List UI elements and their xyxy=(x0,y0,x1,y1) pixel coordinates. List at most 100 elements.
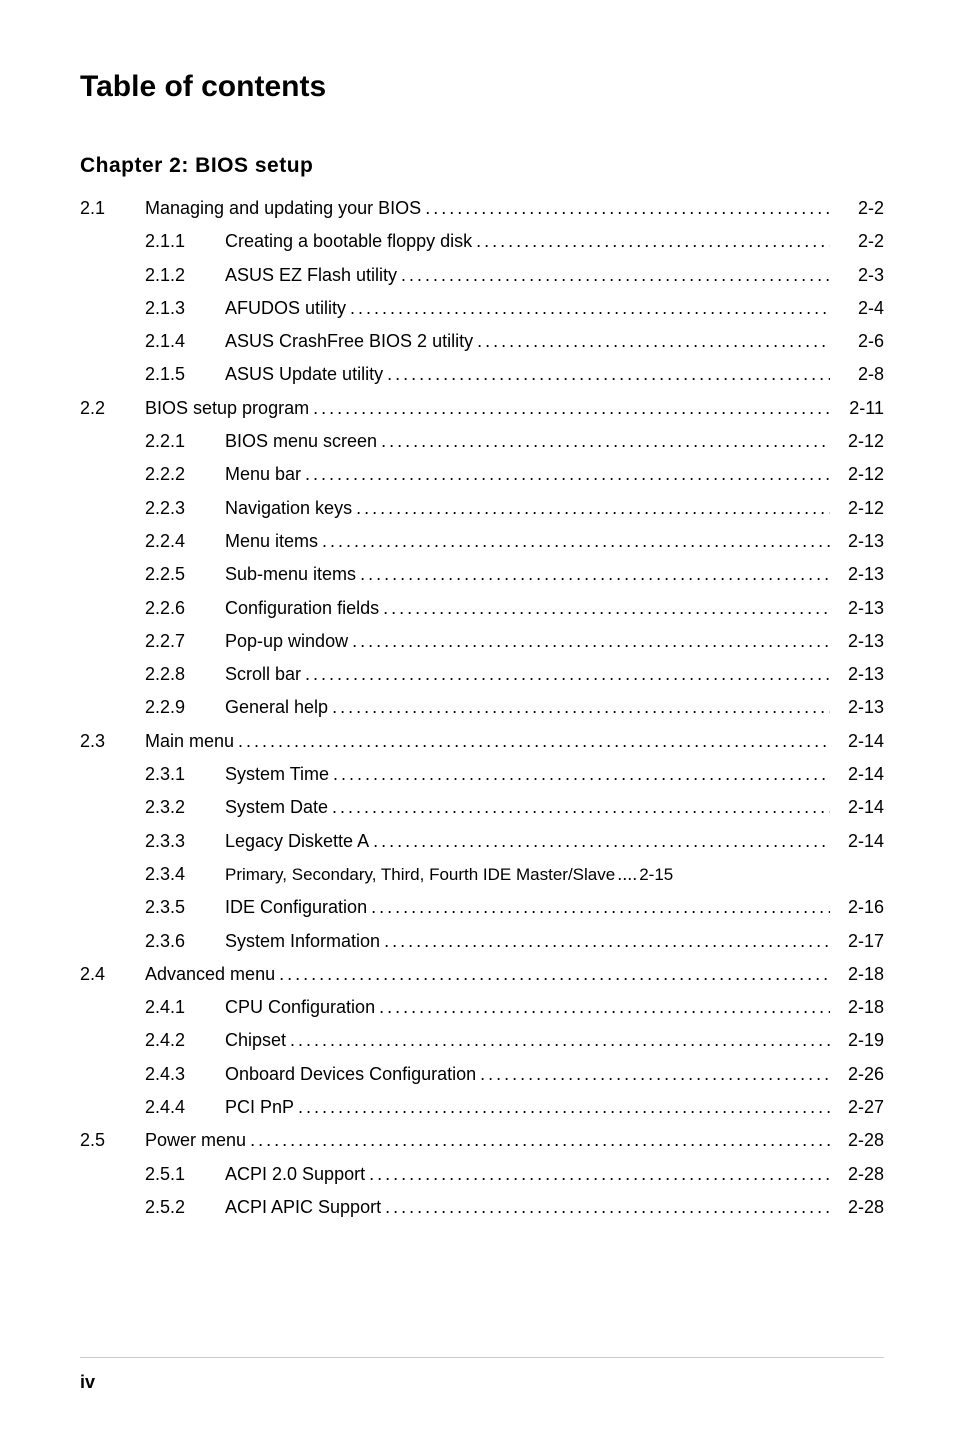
subsection-number: 2.5.1 xyxy=(145,1158,225,1191)
subsection-page: 2-14 xyxy=(834,791,884,824)
subsection-title: General help xyxy=(225,691,328,724)
toc-subsection-line: 2.2.7Pop-up window2-13 xyxy=(80,625,884,658)
subsection-page: 2-17 xyxy=(834,925,884,958)
dot-leader xyxy=(360,558,830,591)
toc-subsection-line: 2.3.4Primary, Secondary, Third, Fourth I… xyxy=(80,858,884,891)
dot-leader xyxy=(476,225,830,258)
subsection-title: Menu items xyxy=(225,525,318,558)
subsection-number: 2.3.1 xyxy=(145,758,225,791)
subsection-number: 2.1.3 xyxy=(145,292,225,325)
subsection-title: Configuration fields xyxy=(225,592,379,625)
subsection-title: ACPI APIC Support xyxy=(225,1191,381,1224)
subsection-page: 2-19 xyxy=(834,1024,884,1057)
chapter-heading: Chapter 2: BIOS setup xyxy=(80,154,884,178)
toc-subsection-line: 2.2.2Menu bar2-12 xyxy=(80,458,884,491)
subsection-number: 2.4.1 xyxy=(145,991,225,1024)
subsection-number: 2.4.3 xyxy=(145,1058,225,1091)
section-title: BIOS setup program xyxy=(145,392,309,425)
subsection-title: Chipset xyxy=(225,1024,286,1057)
subsection-title: ASUS Update utility xyxy=(225,358,383,391)
subsection-page: 2-13 xyxy=(834,691,884,724)
toc-container: 2.1Managing and updating your BIOS2-22.1… xyxy=(80,192,884,1224)
section-page: 2-18 xyxy=(834,958,884,991)
subsection-number: 2.5.2 xyxy=(145,1191,225,1224)
subsection-title: Scroll bar xyxy=(225,658,301,691)
subsection-title: Menu bar xyxy=(225,458,301,491)
subsection-page: 2-15 xyxy=(639,859,673,890)
toc-subsection-line: 2.2.4Menu items2-13 xyxy=(80,525,884,558)
dot-leader xyxy=(279,958,830,991)
subsection-number: 2.2.1 xyxy=(145,425,225,458)
toc-subsection-line: 2.4.1CPU Configuration2-18 xyxy=(80,991,884,1024)
toc-subsection-line: 2.2.8Scroll bar2-13 xyxy=(80,658,884,691)
toc-subsection-line: 2.5.2ACPI APIC Support 2-28 xyxy=(80,1191,884,1224)
subsection-page: 2-12 xyxy=(834,492,884,525)
toc-subsection-line: 2.1.1Creating a bootable floppy disk2-2 xyxy=(80,225,884,258)
subsection-title: AFUDOS utility xyxy=(225,292,346,325)
page-title: Table of contents xyxy=(80,70,884,104)
toc-section-line: 2.3Main menu2-14 xyxy=(80,725,884,758)
section-number: 2.3 xyxy=(80,725,145,758)
dot-leader xyxy=(381,425,830,458)
toc-section-line: 2.2BIOS setup program2-11 xyxy=(80,392,884,425)
section-number: 2.5 xyxy=(80,1124,145,1157)
subsection-page: 2-4 xyxy=(834,292,884,325)
dot-leader xyxy=(298,1091,830,1124)
subsection-number: 2.4.2 xyxy=(145,1024,225,1057)
subsection-number: 2.1.2 xyxy=(145,259,225,292)
section-title: Power menu xyxy=(145,1124,246,1157)
subsection-title: Pop-up window xyxy=(225,625,348,658)
subsection-title: Creating a bootable floppy disk xyxy=(225,225,472,258)
section-number: 2.4 xyxy=(80,958,145,991)
dot-leader xyxy=(332,691,830,724)
toc-section-line: 2.5Power menu 2-28 xyxy=(80,1124,884,1157)
subsection-number: 2.2.3 xyxy=(145,492,225,525)
toc-subsection-line: 2.3.5IDE Configuration2-16 xyxy=(80,891,884,924)
subsection-page: 2-16 xyxy=(834,891,884,924)
subsection-title: System Time xyxy=(225,758,329,791)
subsection-title: Sub-menu items xyxy=(225,558,356,591)
subsection-title: BIOS menu screen xyxy=(225,425,377,458)
toc-subsection-line: 2.2.1BIOS menu screen2-12 xyxy=(80,425,884,458)
subsection-number: 2.4.4 xyxy=(145,1091,225,1124)
section-number: 2.2 xyxy=(80,392,145,425)
dot-leader xyxy=(332,791,830,824)
footer-divider xyxy=(80,1357,884,1358)
toc-subsection-line: 2.1.2ASUS EZ Flash utility2-3 xyxy=(80,259,884,292)
dot-leader xyxy=(379,991,830,1024)
subsection-title: PCI PnP xyxy=(225,1091,294,1124)
subsection-page: 2-28 xyxy=(834,1158,884,1191)
toc-subsection-line: 2.3.2System Date2-14 xyxy=(80,791,884,824)
section-title: Managing and updating your BIOS xyxy=(145,192,421,225)
subsection-title: Legacy Diskette A xyxy=(225,825,369,858)
dot-leader xyxy=(480,1058,830,1091)
subsection-number: 2.3.6 xyxy=(145,925,225,958)
subsection-title: System Information xyxy=(225,925,380,958)
subsection-page: 2-8 xyxy=(834,358,884,391)
subsection-number: 2.2.4 xyxy=(145,525,225,558)
dot-leader xyxy=(384,925,830,958)
subsection-number: 2.2.5 xyxy=(145,558,225,591)
subsection-title: IDE Configuration xyxy=(225,891,367,924)
dot-leader xyxy=(333,758,830,791)
toc-subsection-line: 2.1.4ASUS CrashFree BIOS 2 utility2-6 xyxy=(80,325,884,358)
subsection-page: 2-13 xyxy=(834,558,884,591)
dot-leader xyxy=(322,525,830,558)
dot-leader xyxy=(238,725,830,758)
toc-subsection-line: 2.3.3Legacy Diskette A 2-14 xyxy=(80,825,884,858)
toc-subsection-line: 2.4.4PCI PnP2-27 xyxy=(80,1091,884,1124)
subsection-page: 2-28 xyxy=(834,1191,884,1224)
subsection-page: 2-12 xyxy=(834,458,884,491)
subsection-title: Onboard Devices Configuration xyxy=(225,1058,476,1091)
subsection-title: Primary, Secondary, Third, Fourth IDE Ma… xyxy=(225,859,615,890)
toc-subsection-line: 2.1.5ASUS Update utility2-8 xyxy=(80,358,884,391)
section-title: Advanced menu xyxy=(145,958,275,991)
dot-leader xyxy=(356,492,830,525)
title-gap: .... xyxy=(617,858,637,891)
section-page: 2-28 xyxy=(834,1124,884,1157)
subsection-number: 2.2.6 xyxy=(145,592,225,625)
section-title: Main menu xyxy=(145,725,234,758)
dot-leader xyxy=(290,1024,830,1057)
subsection-title: ASUS EZ Flash utility xyxy=(225,259,397,292)
subsection-number: 2.2.8 xyxy=(145,658,225,691)
